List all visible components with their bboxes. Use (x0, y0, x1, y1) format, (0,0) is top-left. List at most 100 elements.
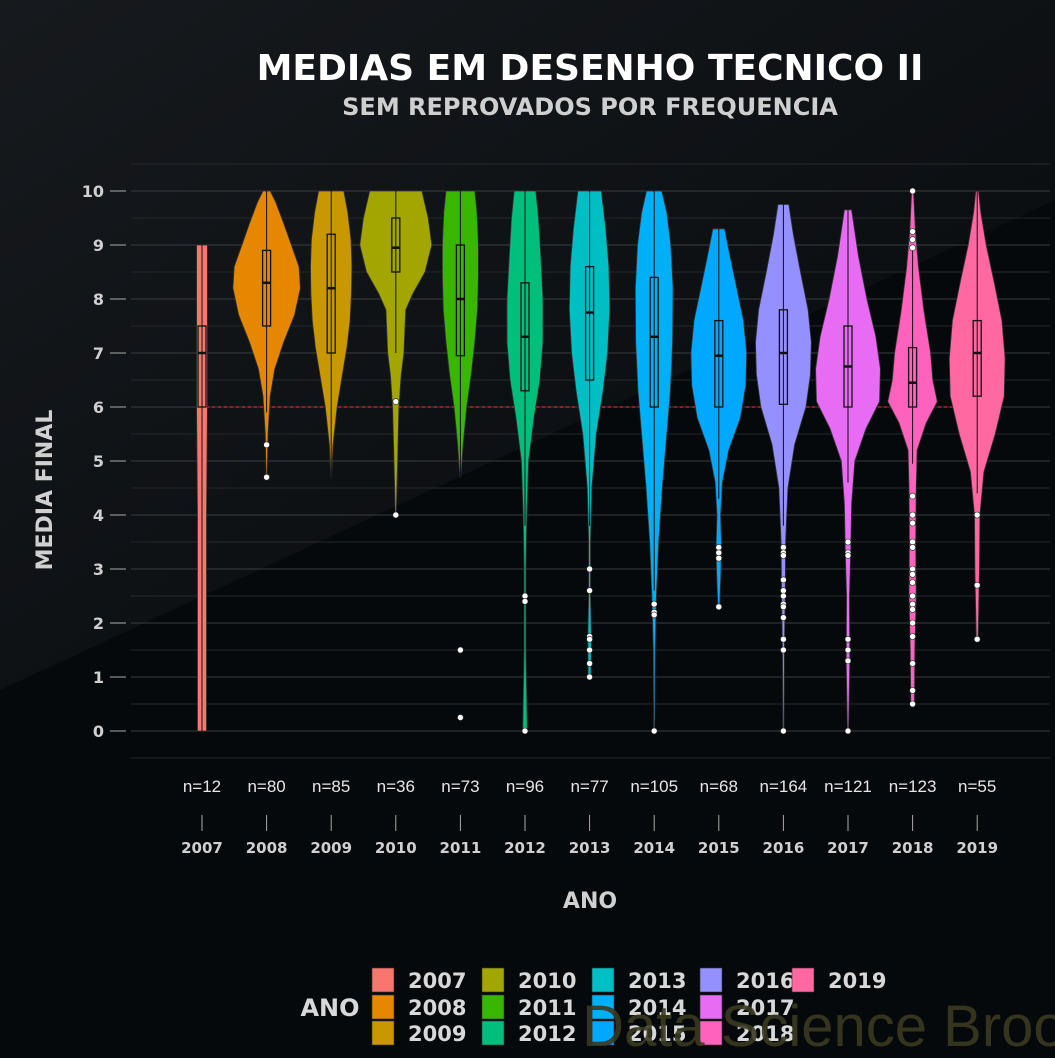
x-axis: 2007 2008 2009 2010 2011 2012 2013 2014 2015 2016… (181, 815, 998, 857)
legend-swatch (699, 967, 723, 993)
outlier-point (909, 244, 916, 251)
outlier-point (844, 727, 852, 735)
outlier-point (844, 552, 852, 559)
n-label: n=96 (506, 777, 544, 796)
outlier-point (780, 587, 787, 594)
legend-swatch (481, 967, 505, 993)
violins (196, 187, 1006, 735)
legend-item-2008: 2008 (371, 994, 466, 1020)
legend-label: 2009 (408, 1022, 466, 1046)
legend-item-2017: 2017 (699, 994, 794, 1020)
outlier-point (909, 700, 916, 708)
outlier-point (780, 592, 787, 600)
outlier-point (844, 657, 852, 665)
outlier-point (715, 554, 723, 562)
chart-subtitle: SEM REPROVADOS POR FREQUENCIA (342, 93, 838, 121)
y-tick-label: 3 (93, 560, 104, 579)
outlier-point (586, 565, 593, 573)
outlier-point (780, 552, 787, 559)
outlier-point (392, 511, 400, 519)
legend-label: 2011 (518, 996, 576, 1020)
legend-item-2012: 2012 (481, 1020, 576, 1046)
violin-2010 (359, 190, 433, 519)
outlier-point (521, 727, 529, 735)
legend-swatch (699, 1020, 723, 1046)
outlier-point (457, 646, 464, 654)
n-label: n=36 (377, 777, 415, 796)
x-tick-label: 2009 (310, 839, 352, 857)
x-tick-label: 2017 (827, 839, 869, 857)
violin-2012 (506, 190, 544, 735)
n-label: n=123 (889, 777, 937, 796)
legend-label: 2016 (736, 969, 794, 993)
outlier-point (909, 579, 916, 586)
x-tick-label: 2008 (246, 839, 288, 857)
x-tick-label: 2016 (763, 839, 805, 857)
outlier-point (909, 492, 916, 500)
violin-2008 (232, 190, 301, 481)
legend-swatch (699, 994, 723, 1020)
legend-item-2010: 2010 (481, 967, 576, 993)
legend-item-2016: 2016 (699, 967, 794, 993)
iqr-box (391, 217, 401, 273)
violin-2013 (568, 190, 611, 681)
n-labels: n=12 n=80 n=85 n=36 n=73 n=96 n=77 n=105 n=68 n=1… (183, 777, 996, 796)
outlier-point (909, 633, 916, 640)
outlier-point (973, 635, 981, 643)
outlier-point (909, 228, 916, 235)
n-label: n=77 (570, 777, 608, 796)
y-tick-label: 2 (93, 614, 104, 633)
violin-2007 (196, 244, 208, 732)
iqr-box (261, 249, 272, 327)
x-tick-label: 2011 (440, 839, 482, 857)
outlier-point (780, 576, 787, 584)
outlier-point (586, 587, 593, 594)
y-tick-label: 5 (93, 452, 104, 471)
legend-swatch (591, 994, 615, 1020)
iqr-box (584, 265, 595, 381)
iqr-box (649, 276, 659, 408)
y-tick-label: 4 (93, 506, 104, 525)
y-axis-title: MEDIA FINAL (33, 410, 58, 571)
violin-2019 (948, 190, 1006, 643)
outlier-point (586, 660, 593, 667)
outlier-point (909, 687, 916, 694)
outlier-point (909, 571, 916, 578)
outlier-point (780, 727, 787, 735)
legend-label: 2018 (736, 1022, 794, 1046)
outlier-point (650, 600, 658, 608)
legend-label: 2012 (518, 1022, 576, 1046)
legend-swatch (591, 967, 615, 993)
outlier-point (909, 236, 916, 243)
outlier-point (521, 592, 529, 600)
outlier-point (457, 714, 464, 721)
legend-swatch (481, 1020, 505, 1046)
outlier-point (909, 606, 916, 613)
n-label: n=12 (183, 777, 221, 796)
iqr-box (907, 346, 918, 408)
outlier-point (909, 544, 916, 551)
outlier-point (909, 619, 916, 627)
outlier-point (715, 549, 723, 557)
outlier-point (715, 603, 723, 611)
legend-label: 2017 (736, 996, 794, 1020)
x-tick-label: 2007 (181, 839, 223, 857)
x-tick-label: 2012 (504, 839, 546, 857)
legend-swatch (481, 994, 505, 1020)
outlier-point (650, 727, 658, 735)
outlier-point (973, 511, 981, 519)
legend-item-2015: 2015 (591, 1020, 686, 1046)
outlier-point (392, 398, 400, 405)
legend-item-2011: 2011 (481, 994, 576, 1020)
violin-2014 (634, 190, 674, 735)
violin-2016 (755, 204, 812, 735)
legend-item-2007: 2007 (371, 967, 466, 993)
legend-item-2013: 2013 (591, 967, 686, 993)
iqr-box (714, 319, 724, 408)
x-tick-label: 2010 (375, 839, 417, 857)
legend-item-2018: 2018 (699, 1020, 794, 1046)
y-tick-label: 0 (93, 722, 104, 741)
x-tick-label: 2015 (698, 839, 740, 857)
x-axis-title: ANO (563, 889, 617, 914)
